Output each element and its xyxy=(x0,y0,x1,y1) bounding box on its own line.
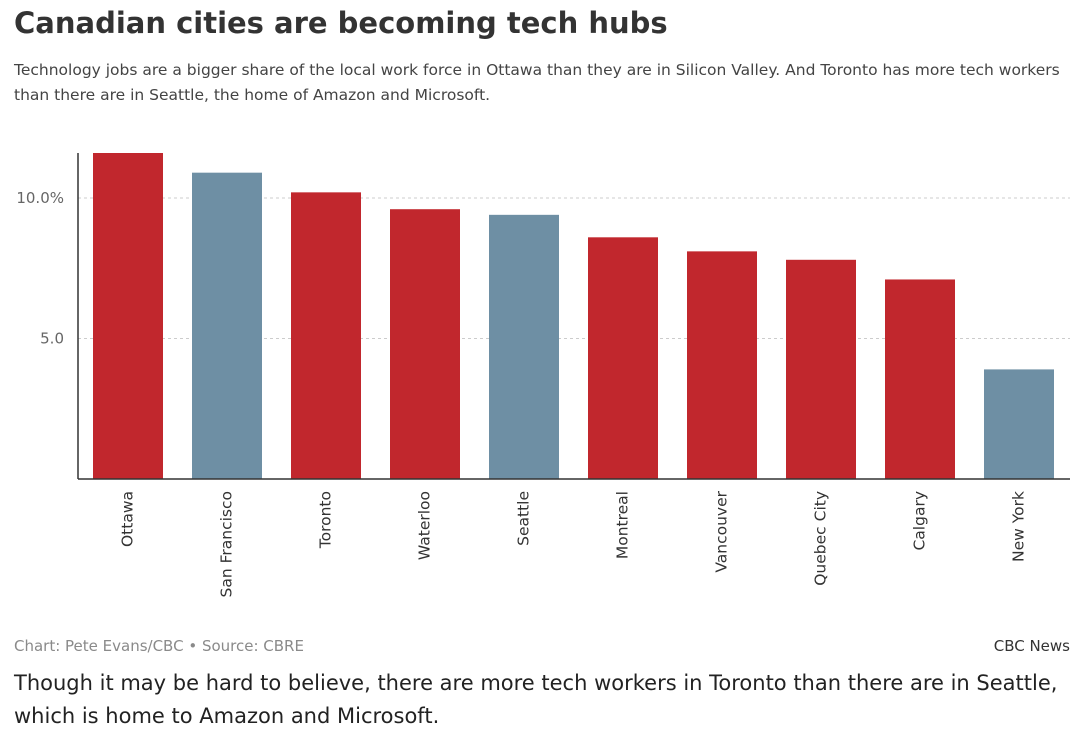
category-label: Ottawa xyxy=(119,491,137,547)
bar-toronto xyxy=(291,192,361,479)
category-label: Seattle xyxy=(515,491,533,546)
bar-vancouver xyxy=(687,251,757,479)
category-label: Calgary xyxy=(911,491,929,551)
bar-waterloo xyxy=(390,209,460,479)
bar-ottawa xyxy=(93,153,163,479)
bar-new-york xyxy=(984,369,1054,479)
y-tick-label: 5.0 xyxy=(40,329,64,347)
category-label: Toronto xyxy=(317,491,335,549)
bar-quebec-city xyxy=(786,259,856,479)
bar-montreal xyxy=(588,237,658,479)
category-label: San Francisco xyxy=(218,491,236,597)
category-label: Vancouver xyxy=(713,490,731,572)
article-caption: Though it may be hard to believe, there … xyxy=(14,671,1058,728)
axes xyxy=(77,153,1070,480)
chart-source: Chart: Pete Evans/CBC • Source: CBRE xyxy=(14,637,304,655)
category-label: Montreal xyxy=(614,491,632,559)
bar-calgary xyxy=(885,279,955,479)
category-label: Quebec City xyxy=(812,491,830,586)
category-labels: Ottawa San Francisco Toronto Waterloo Seattl… xyxy=(119,490,1028,597)
bar-seattle xyxy=(489,214,559,479)
bar-san-francisco xyxy=(192,172,262,479)
y-tick-label: 10.0% xyxy=(16,189,64,207)
bar-chart: 5.0 10.0% Ottawa San Francisco Toronto Water… xyxy=(16,153,1070,597)
chart-subtitle: Technology jobs are a bigger share of th… xyxy=(14,61,1060,104)
y-axis-ticks: 5.0 10.0% xyxy=(16,189,64,348)
bars xyxy=(93,153,1054,479)
chart-title: Canadian cities are becoming tech hubs xyxy=(14,6,668,40)
publisher-brand: CBC News xyxy=(993,637,1070,655)
category-label: New York xyxy=(1010,491,1028,562)
category-label: Waterloo xyxy=(416,491,434,560)
